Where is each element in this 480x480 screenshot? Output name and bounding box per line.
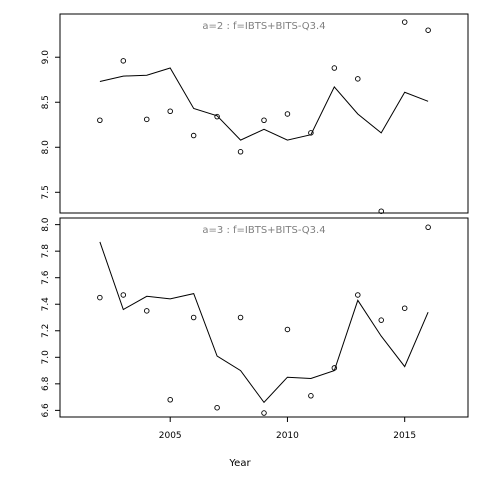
x-tick-label: 2010 xyxy=(276,431,299,441)
y-tick-label: 8.0 xyxy=(41,217,51,232)
y-tick-label: 7.2 xyxy=(41,324,51,338)
data-point xyxy=(261,410,267,416)
y-tick-label: 7.5 xyxy=(41,185,51,199)
fitted-line xyxy=(99,241,429,404)
data-point xyxy=(378,317,384,323)
x-tick-label: 2015 xyxy=(393,431,416,441)
fitted-line xyxy=(99,67,429,141)
y-tick-label: 6.6 xyxy=(41,403,51,418)
data-point xyxy=(120,292,127,298)
data-point xyxy=(167,397,173,403)
x-axis-title: Year xyxy=(228,458,251,469)
y-tick-label: 7.8 xyxy=(41,244,51,259)
y-tick-label: 9.0 xyxy=(41,50,51,65)
data-point xyxy=(190,132,197,139)
panel-a2: a=2 : f=IBTS+BITS-Q3.4 7.5 8.0 8.5 9.0 xyxy=(41,13,469,214)
data-point xyxy=(308,393,314,399)
data-point xyxy=(355,76,361,82)
y-tick-label: 8.0 xyxy=(41,140,51,155)
data-point xyxy=(284,326,291,333)
data-point xyxy=(378,208,384,214)
data-point xyxy=(120,58,127,64)
panel-title: a=2 : f=IBTS+BITS-Q3.4 xyxy=(202,21,325,32)
data-point xyxy=(425,27,431,33)
data-point xyxy=(284,111,291,117)
data-point xyxy=(97,117,103,124)
y-tick-label: 6.8 xyxy=(41,376,51,391)
x-tick-label: 2005 xyxy=(159,431,182,441)
data-point xyxy=(401,305,408,311)
data-point xyxy=(425,224,431,231)
data-point xyxy=(355,292,361,298)
data-point xyxy=(401,19,408,25)
data-point xyxy=(167,108,173,114)
data-point xyxy=(97,294,103,301)
data-point xyxy=(214,404,220,411)
data-point xyxy=(144,116,150,123)
plot-frame xyxy=(59,217,469,418)
data-point xyxy=(237,149,244,155)
data-point xyxy=(190,314,197,321)
plot-frame xyxy=(59,13,469,214)
data-point xyxy=(331,65,338,71)
y-tick-label: 7.6 xyxy=(41,270,51,285)
y-tick-label: 8.5 xyxy=(41,95,51,109)
panel-a3: a=3 : f=IBTS+BITS-Q3.4 6.6 6.8 7.0 7.2 7.4 7.6… xyxy=(41,217,469,441)
y-tick-label: 7.0 xyxy=(41,350,51,365)
y-tick-label: 7.4 xyxy=(41,297,51,312)
data-point xyxy=(144,308,150,314)
data-point xyxy=(237,314,244,321)
data-point xyxy=(214,113,220,120)
data-point xyxy=(261,117,267,124)
panel-title: a=3 : f=IBTS+BITS-Q3.4 xyxy=(202,225,325,236)
